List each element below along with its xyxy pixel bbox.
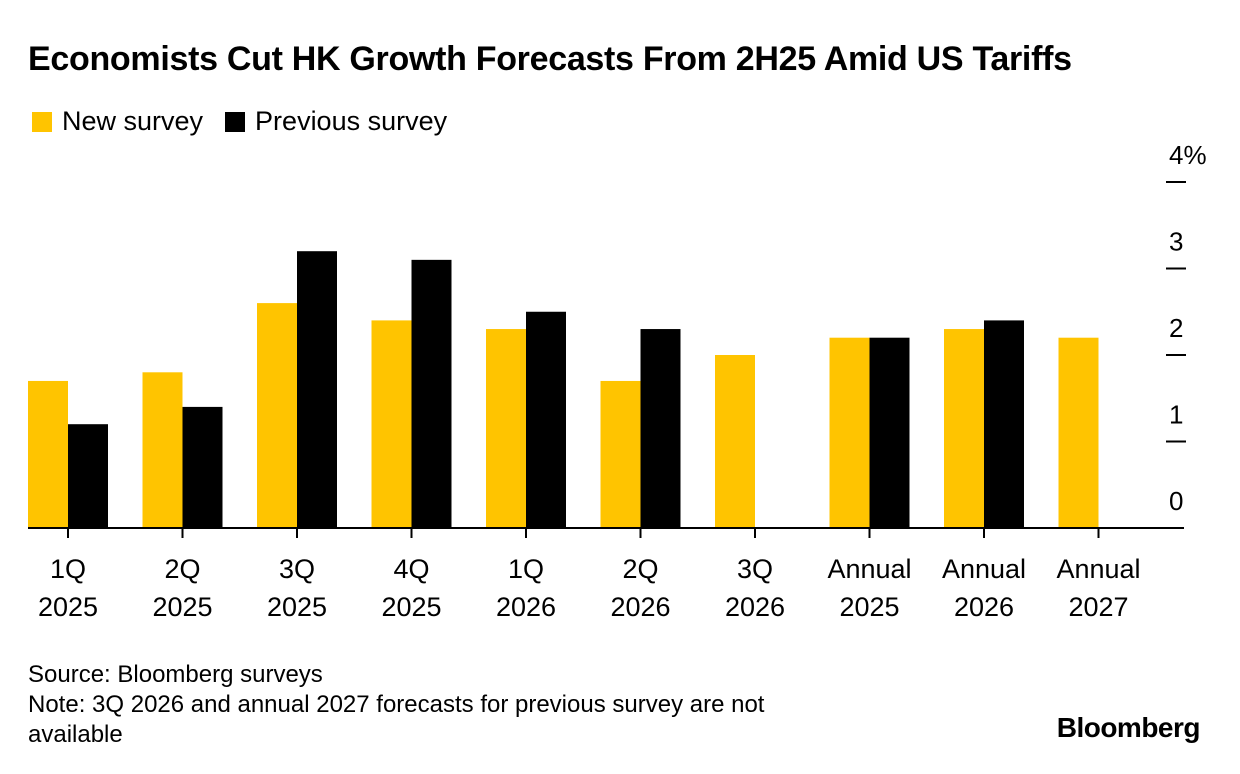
- footnote: Note: 3Q 2026 and annual 2027 forecasts …: [28, 691, 765, 748]
- legend-label-previous-survey: Previous survey: [255, 106, 448, 136]
- bar-new-4: [486, 329, 526, 528]
- x-tick-label-1-1: 2025: [152, 592, 212, 622]
- y-tick-label-0: 0: [1169, 486, 1183, 516]
- x-tick-label-2-0: 3Q: [279, 554, 315, 584]
- bar-new-0: [28, 380, 68, 528]
- x-tick-label-5-0: 2Q: [622, 554, 658, 584]
- y-tick-label-1: 1: [1169, 400, 1183, 430]
- bar-previous-4: [526, 311, 566, 528]
- y-tick-label-3: 3: [1169, 227, 1183, 257]
- bar-new-8: [944, 329, 984, 528]
- y-tick-label-4: 4%: [1169, 140, 1207, 170]
- x-tick-label-3-0: 4Q: [393, 554, 429, 584]
- bar-previous-0: [68, 424, 108, 528]
- x-tick-label-4-0: 1Q: [508, 554, 544, 584]
- legend-item-previous-survey: Previous survey: [225, 106, 447, 137]
- bar-previous-2: [297, 251, 337, 528]
- bar-previous-5: [640, 329, 681, 528]
- x-tick-label-7-0: Annual: [827, 554, 911, 584]
- x-tick-label-6-0: 3Q: [737, 554, 773, 584]
- footer: Source: Bloomberg surveys Note: 3Q 2026 …: [28, 660, 848, 750]
- bar-chart: 1Q20252Q20253Q20254Q20251Q20262Q20263Q20…: [28, 140, 1207, 622]
- bar-new-7: [829, 337, 870, 528]
- bar-previous-7: [869, 337, 910, 528]
- x-tick-label-0-0: 1Q: [50, 554, 86, 584]
- legend-item-new-survey: New survey: [32, 106, 203, 137]
- bar-previous-3: [411, 259, 452, 528]
- chart-title: Economists Cut HK Growth Forecasts From …: [28, 40, 1072, 78]
- legend-label-new-survey: New survey: [62, 106, 204, 136]
- bar-new-6: [715, 355, 755, 528]
- bar-new-5: [600, 380, 641, 528]
- x-tick-label-8-0: Annual: [942, 554, 1026, 584]
- bloomberg-logo: Bloomberg: [1056, 712, 1201, 743]
- x-tick-label-3-1: 2025: [381, 592, 441, 622]
- x-tick-label-9-1: 2027: [1068, 592, 1128, 622]
- x-tick-label-8-1: 2026: [954, 592, 1014, 622]
- x-tick-label-7-1: 2025: [839, 592, 899, 622]
- y-tick-label-2: 2: [1169, 313, 1183, 343]
- x-tick-label-0-1: 2025: [38, 592, 98, 622]
- bar-new-1: [142, 372, 183, 528]
- bar-new-3: [371, 320, 412, 528]
- source-note: Source: Bloomberg surveys: [28, 661, 323, 688]
- bar-new-9: [1058, 337, 1099, 528]
- x-tick-label-9-0: Annual: [1056, 554, 1140, 584]
- x-tick-label-5-1: 2026: [610, 592, 670, 622]
- bar-previous-1: [182, 406, 223, 528]
- bar-previous-8: [984, 320, 1024, 528]
- x-tick-label-4-1: 2026: [496, 592, 556, 622]
- legend: New survey Previous survey: [32, 106, 469, 137]
- x-tick-label-6-1: 2026: [725, 592, 785, 622]
- legend-swatch-previous-survey: [225, 111, 246, 132]
- bar-new-2: [257, 303, 297, 528]
- legend-swatch-new-survey: [32, 111, 52, 132]
- x-tick-label-2-1: 2025: [267, 592, 327, 622]
- x-tick-label-1-0: 2Q: [164, 554, 200, 584]
